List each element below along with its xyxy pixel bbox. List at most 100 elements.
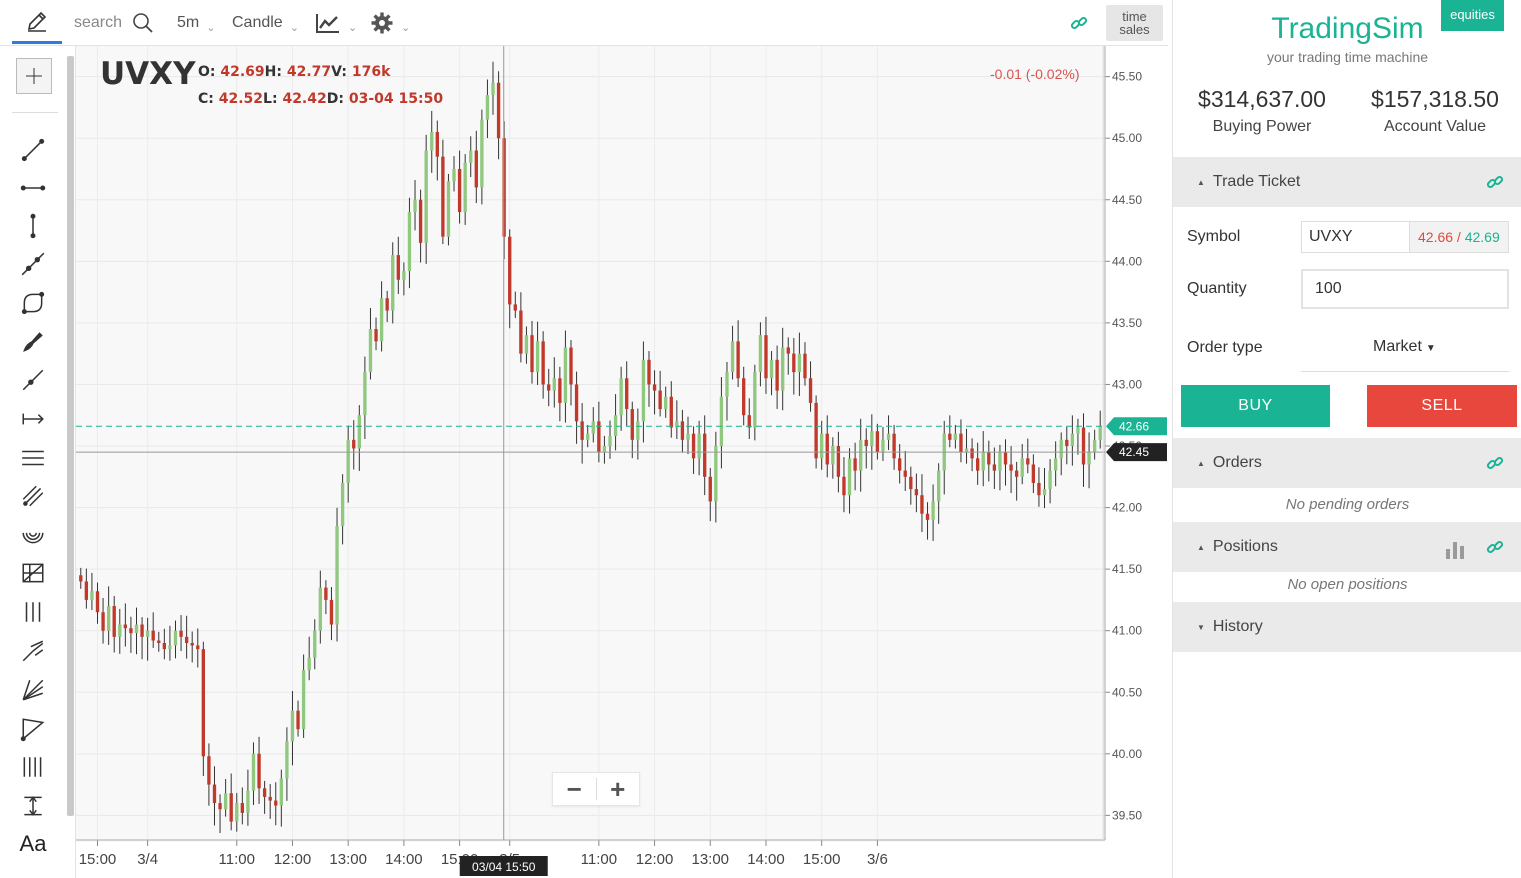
- trade-ticket-header[interactable]: ▲ Trade Ticket: [1173, 157, 1521, 207]
- positions-header[interactable]: ▲ Positions: [1173, 522, 1521, 572]
- chevron-down-icon: ⌄: [289, 21, 299, 34]
- trend-line-tool[interactable]: [14, 134, 52, 166]
- collapse-icon: ▲: [1197, 177, 1205, 187]
- symbol-search-input[interactable]: search: [68, 0, 174, 46]
- price-range-icon: [24, 796, 42, 816]
- candle-body: [329, 599, 334, 625]
- candle-body: [1092, 439, 1097, 453]
- candle-body: [168, 645, 172, 650]
- candle-body: [524, 335, 529, 354]
- price-chart[interactable]: 45.5045.0044.5044.0043.5043.0042.5042.00…: [76, 46, 1168, 878]
- vertical-bars-tool[interactable]: [14, 596, 52, 628]
- equities-badge[interactable]: equities: [1441, 0, 1504, 31]
- sell-button[interactable]: SELL: [1367, 385, 1517, 427]
- candle-body: [820, 433, 824, 459]
- measure-tool[interactable]: [14, 403, 52, 435]
- link-icon[interactable]: [1486, 538, 1504, 556]
- ray-tool[interactable]: [14, 364, 52, 396]
- tool-rail-scrollbar[interactable]: [67, 56, 74, 816]
- brush-tool[interactable]: [14, 326, 52, 358]
- date-value: 03-04 15:50: [348, 91, 444, 107]
- gann-box-tool[interactable]: [14, 557, 52, 589]
- x-tick-label: 12:00: [274, 851, 312, 868]
- x-tick-label: 15:00: [803, 851, 841, 868]
- account-value-label: Account Value: [1384, 118, 1486, 135]
- candle-body: [469, 150, 473, 163]
- candle-body: [1026, 458, 1030, 465]
- candle-body: [730, 341, 735, 373]
- candle-body: [508, 236, 512, 305]
- candlestick-chart[interactable]: 45.5045.0044.5044.0043.5043.0042.5042.00…: [76, 46, 1168, 878]
- quantity-field[interactable]: 100: [1301, 269, 1509, 309]
- candle-body: [285, 741, 289, 779]
- ohlc-legend-row1: O: 42.69H: 42.77V: 176k: [198, 59, 443, 86]
- channel-tool[interactable]: [14, 480, 52, 512]
- y-tick-label: 43.00: [1112, 377, 1142, 391]
- x-tick-label: 3/6: [867, 851, 888, 868]
- crosshair-time-tag: [459, 856, 548, 876]
- chart-style-select[interactable]: Candle ⌄: [232, 0, 299, 46]
- link-chart-button[interactable]: [1070, 0, 1088, 46]
- candle-body: [290, 710, 295, 742]
- candle-body: [535, 341, 540, 373]
- gann-fan-tool[interactable]: [14, 674, 52, 706]
- plot-area[interactable]: [76, 46, 1105, 842]
- price-change: -0.01 (-0.02%): [990, 66, 1080, 82]
- parallel-lines-tool[interactable]: [14, 442, 52, 474]
- candle-body: [836, 446, 841, 477]
- settings-select[interactable]: ⌄: [370, 0, 410, 46]
- vertical-line-tool[interactable]: [14, 210, 52, 242]
- candle-body: [385, 298, 389, 311]
- symbol-field[interactable]: UVXY 42.66 / 42.69: [1301, 221, 1509, 253]
- link-icon[interactable]: [1486, 454, 1504, 472]
- candle-body: [1081, 427, 1086, 465]
- candle-body: [664, 396, 668, 410]
- drawing-tools-tab[interactable]: [12, 0, 62, 44]
- candle-body: [1020, 458, 1024, 477]
- candle-body: [513, 304, 517, 311]
- search-icon[interactable]: [132, 12, 154, 34]
- indicators-select[interactable]: ⌄: [315, 0, 357, 46]
- candle-body: [402, 271, 406, 280]
- history-header[interactable]: ▼ History: [1173, 602, 1521, 652]
- drawing-tool-rail: Aa: [0, 46, 76, 878]
- current-price-tag: [1106, 417, 1167, 436]
- horizontal-line-tool[interactable]: [14, 172, 52, 204]
- pitchfork-tool[interactable]: [14, 635, 52, 667]
- curve-tool[interactable]: [14, 287, 52, 319]
- account-panel: equities TradingSim your trading time ma…: [1172, 0, 1521, 878]
- candle-body: [235, 803, 239, 822]
- triangle-tool[interactable]: [14, 713, 52, 745]
- orders-header[interactable]: ▲ Orders: [1173, 438, 1521, 488]
- candle-body: [363, 372, 367, 416]
- candle-body: [446, 181, 451, 237]
- price-range-tool[interactable]: [14, 790, 52, 822]
- zoom-in-button[interactable]: +: [610, 774, 626, 804]
- candle-body: [463, 162, 467, 213]
- link-icon[interactable]: [1486, 173, 1504, 191]
- candle-body: [179, 630, 183, 637]
- extended-line-tool[interactable]: [14, 248, 52, 280]
- order-type-select[interactable]: Market ▼: [1301, 330, 1509, 372]
- bar-chart-icon[interactable]: [1444, 539, 1466, 559]
- candle-body: [84, 581, 89, 600]
- brush-icon: [23, 332, 43, 352]
- x-tick-label: 3/4: [137, 851, 158, 868]
- positions-empty-message: No open positions: [1287, 576, 1408, 593]
- candle-body: [797, 353, 802, 373]
- text-tool[interactable]: Aa: [19, 831, 47, 856]
- fibonacci-circle-tool[interactable]: [14, 519, 52, 551]
- candle-body: [106, 606, 111, 631]
- crosshair-tool[interactable]: [16, 58, 52, 94]
- orders-empty-message: No pending orders: [1285, 496, 1410, 513]
- candle-body: [79, 575, 83, 582]
- buying-power-value: $314,637.00: [1198, 86, 1326, 112]
- zoom-out-button[interactable]: −: [566, 774, 582, 804]
- cycle-lines-tool[interactable]: [14, 751, 52, 783]
- y-tick-label: 42.00: [1112, 501, 1142, 515]
- line-chart-icon: [316, 14, 339, 33]
- buy-button[interactable]: BUY: [1181, 385, 1330, 427]
- candle-body: [1059, 439, 1063, 459]
- time-and-sales-button[interactable]: time sales: [1106, 5, 1163, 41]
- interval-select[interactable]: 5m ⌄: [177, 0, 215, 46]
